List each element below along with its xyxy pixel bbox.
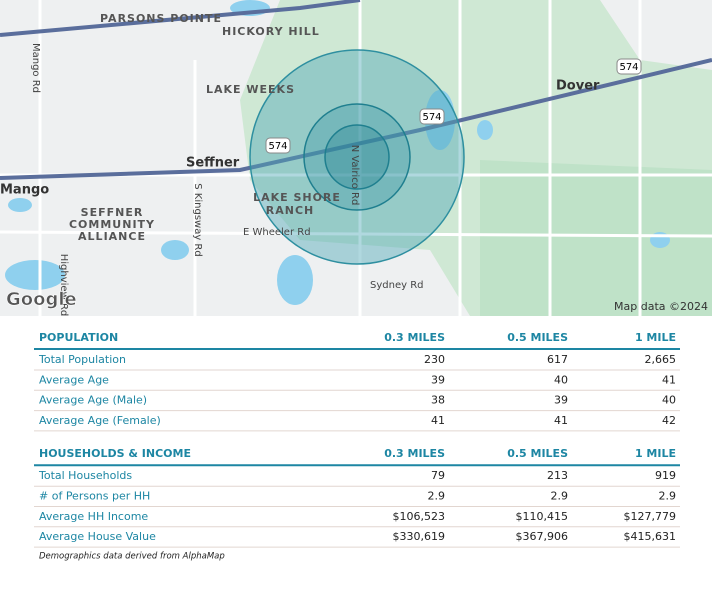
column-header: 0.3 MILES <box>384 331 445 344</box>
map-label: PARSONS POINTE <box>100 12 222 25</box>
column-header: 0.3 MILES <box>384 447 445 460</box>
map-label: COMMUNITY <box>69 218 155 231</box>
map-label: HICKORY HILL <box>222 25 320 38</box>
map-label: SEFFNER <box>81 206 144 219</box>
row-label: # of Persons per HH <box>39 490 150 503</box>
cell-value: $330,619 <box>393 530 446 543</box>
column-header: 1 MILE <box>635 331 676 344</box>
map-label: RANCH <box>266 204 314 217</box>
map-label: LAKE WEEKS <box>206 83 295 96</box>
cell-value: $127,779 <box>624 510 677 523</box>
cell-value: 39 <box>431 373 445 386</box>
column-header: HOUSEHOLDS & INCOME <box>39 447 191 460</box>
cell-value: $110,415 <box>516 510 569 523</box>
column-header: 0.5 MILES <box>507 447 568 460</box>
row-label: Average HH Income <box>39 510 148 523</box>
map-label: ALLIANCE <box>78 230 146 243</box>
cell-value: 2.9 <box>551 490 569 503</box>
cell-value: $106,523 <box>393 510 446 523</box>
row-label: Total Population <box>38 353 126 366</box>
column-header: 1 MILE <box>635 447 676 460</box>
column-header: POPULATION <box>39 331 118 344</box>
cell-value: 2,665 <box>645 353 677 366</box>
cell-value: 79 <box>431 469 445 482</box>
row-label: Average House Value <box>39 530 156 543</box>
road-label: Mango Rd <box>30 43 41 93</box>
footnote: Demographics data derived from AlphaMap <box>39 552 225 562</box>
cell-value: 230 <box>424 353 445 366</box>
row-label: Total Households <box>38 469 132 482</box>
cell-value: 42 <box>662 414 676 427</box>
row-label: Average Age (Female) <box>39 414 161 427</box>
route-shields: 574 574 574 <box>265 58 642 154</box>
cell-value: $367,906 <box>516 530 569 543</box>
cell-value: 919 <box>655 469 676 482</box>
row-label: Average Age (Male) <box>39 394 147 407</box>
road-label: E Wheeler Rd <box>243 227 311 238</box>
map-attribution: Map data ©2024 <box>614 300 708 313</box>
route-shield: 574 <box>268 141 287 152</box>
cell-value: 41 <box>554 414 568 427</box>
route-shield: 574 <box>619 62 638 73</box>
cell-value: 213 <box>547 469 568 482</box>
road-label: Highview Rd <box>58 254 69 317</box>
cell-value: 39 <box>554 394 568 407</box>
map-label: LAKE SHORE <box>253 191 341 204</box>
column-header: 0.5 MILES <box>507 331 568 344</box>
road-label: S Kingsway Rd <box>192 183 203 256</box>
road-label: N Valrico Rd <box>349 145 360 206</box>
cell-value: 41 <box>662 373 676 386</box>
row-label: Average Age <box>39 373 109 386</box>
cell-value: 2.9 <box>428 490 446 503</box>
cell-value: $415,631 <box>624 530 677 543</box>
map-logo: Google <box>6 289 77 310</box>
road-label: Sydney Rd <box>370 280 424 291</box>
cell-value: 2.9 <box>659 490 677 503</box>
map: 574 574 574 PARSONS POINTE HICKORY HILL … <box>0 0 712 316</box>
city-label: Dover <box>556 79 600 94</box>
demographics-table: POPULATION 0.3 MILES 0.5 MILES 1 MILE Total … <box>34 331 680 562</box>
cell-value: 38 <box>431 394 445 407</box>
cell-value: 41 <box>431 414 445 427</box>
city-label: Mango <box>0 183 49 198</box>
cell-value: 40 <box>662 394 676 407</box>
route-shield: 574 <box>422 112 441 123</box>
city-label: Seffner <box>186 156 240 171</box>
cell-value: 617 <box>547 353 568 366</box>
cell-value: 40 <box>554 373 568 386</box>
